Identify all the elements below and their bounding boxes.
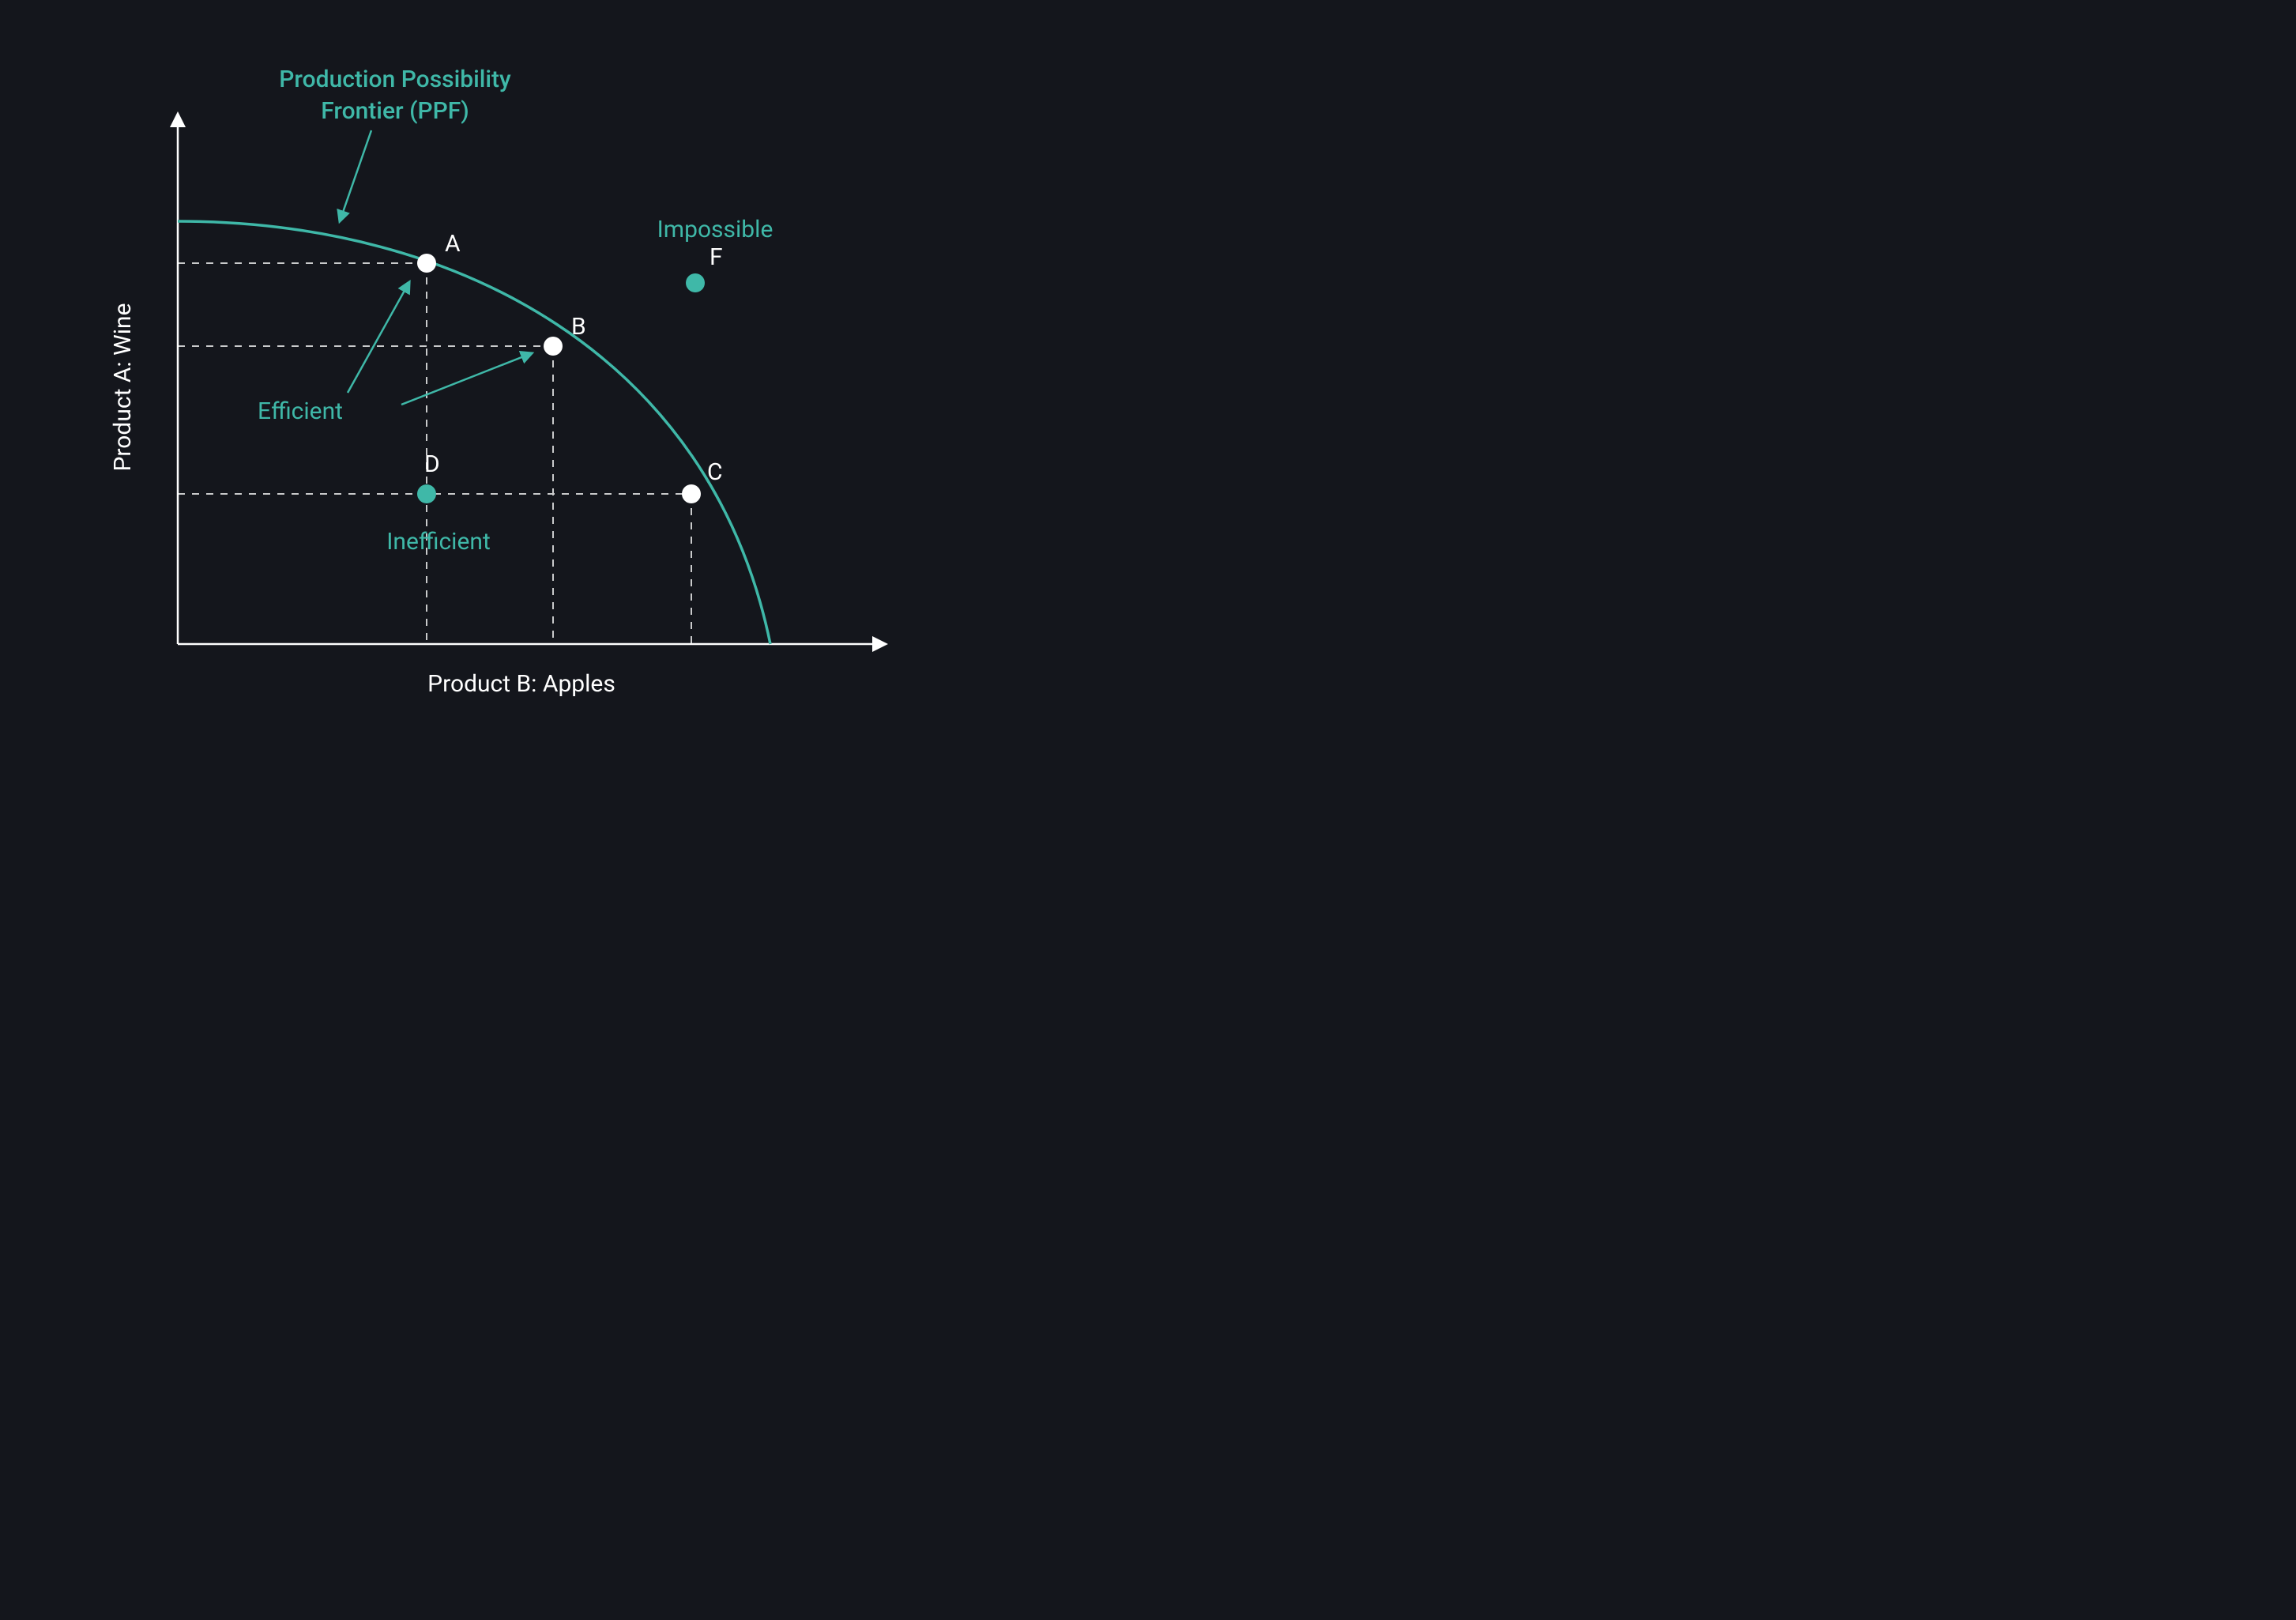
point-label-F: F — [710, 243, 723, 271]
point-B — [544, 337, 563, 356]
point-F — [686, 273, 705, 292]
point-D — [417, 484, 436, 503]
efficient-arrow-a — [348, 282, 409, 393]
ppf-diagram: A B C D F Production Possibility Frontier (PPF… — [0, 0, 1046, 738]
point-label-D: D — [424, 450, 440, 478]
impossible-label: Impossible — [657, 216, 773, 243]
ppf-curve — [178, 221, 770, 644]
point-C — [682, 484, 701, 503]
point-label-B: B — [571, 313, 586, 341]
point-A — [417, 254, 436, 273]
point-label-A: A — [445, 230, 461, 258]
ppf-title-line1: Production Possibility — [279, 66, 511, 93]
x-axis-label: Product B: Apples — [427, 670, 615, 698]
efficient-label: Efficient — [258, 397, 343, 425]
diagram-container: A B C D F Production Possibility Frontier (PPF… — [0, 0, 1046, 738]
point-label-C: C — [707, 458, 723, 486]
efficient-arrow-b — [401, 353, 532, 405]
title-arrow — [340, 130, 371, 221]
y-axis-label: Product A: Wine — [109, 303, 137, 472]
ppf-title-line2: Frontier (PPF) — [321, 97, 469, 125]
inefficient-label: Inefficient — [386, 528, 491, 556]
